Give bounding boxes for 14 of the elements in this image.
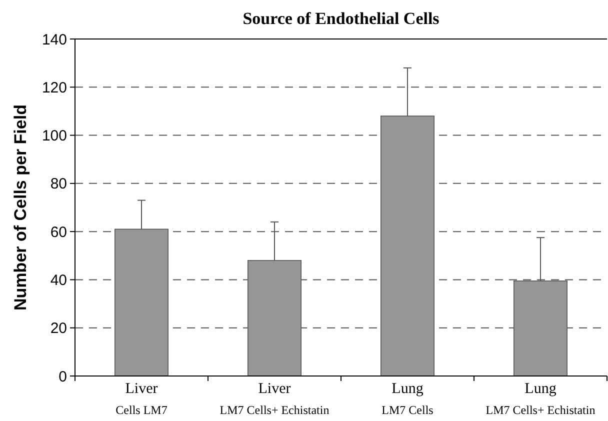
y-tick-label: 60 xyxy=(50,224,67,241)
y-tick-label: 80 xyxy=(50,176,67,193)
y-tick-label: 40 xyxy=(50,272,67,289)
y-axis-title: Number of Cells per Field xyxy=(11,104,30,310)
y-tick-label: 20 xyxy=(50,320,67,338)
x-tick-label: Liver LM7 Cells+ Echistatin xyxy=(220,381,330,417)
y-tick-label: 100 xyxy=(42,128,67,145)
y-tick-label: 120 xyxy=(42,79,67,96)
chart-title: Source of Endothelial Cells xyxy=(242,9,440,28)
x-tick-label: Lung LM7 Cells+ Echistatin xyxy=(486,381,596,417)
x-tick-label: Liver Cells LM7 xyxy=(116,381,168,417)
x-tick-label: Lung LM7 Cells xyxy=(382,381,434,417)
y-tick-label: 140 xyxy=(42,31,67,48)
y-tick-label: 0 xyxy=(58,368,67,386)
